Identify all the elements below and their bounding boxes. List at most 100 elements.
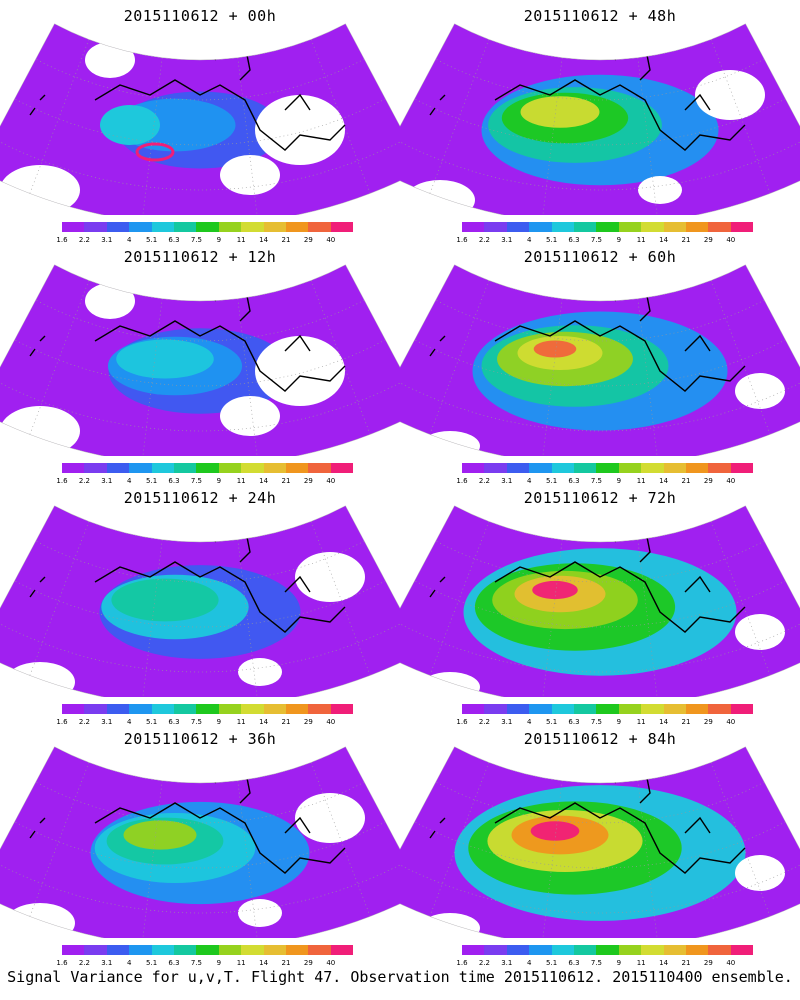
colorbar-swatch	[573, 463, 597, 473]
colorbar-label: 40	[326, 959, 336, 967]
colorbar-label: 5.1	[546, 959, 558, 967]
colorbar-swatch	[596, 463, 619, 473]
colorbar-swatch	[106, 704, 130, 714]
colorbar	[462, 463, 754, 473]
colorbar-swatch	[641, 945, 664, 955]
colorbar-labels: 1.6 2.2 3.1 4 5.1 6.3 7.5 9 11 14 21 29 40	[0, 477, 400, 487]
colorbar-label: 7.5	[590, 477, 602, 485]
panel-title: 2015110612 + 84h	[523, 730, 677, 748]
colorbar-swatch	[285, 704, 309, 714]
colorbar-label: 4	[126, 959, 132, 967]
colorbar-label: 5.1	[146, 718, 158, 726]
colorbar-label: 1.6	[456, 718, 468, 726]
colorbar-label: 11	[236, 959, 246, 967]
colorbar-swatch	[173, 945, 197, 955]
colorbar-label: 9	[616, 959, 622, 967]
colorbar-label: 4	[526, 477, 532, 485]
colorbar-swatch	[484, 463, 507, 473]
colorbar-swatch	[151, 222, 174, 232]
colorbar-label: 2.2	[78, 477, 90, 485]
variance-map	[0, 505, 400, 697]
colorbar-label: 40	[726, 959, 736, 967]
colorbar-label: 5.1	[546, 477, 558, 485]
colorbar-label: 5.1	[146, 236, 158, 244]
colorbar-swatch	[663, 222, 686, 232]
colorbar-labels: 1.6 2.2 3.1 4 5.1 6.3 7.5 9 11 14 21 29 40	[400, 718, 800, 728]
colorbar-swatch	[708, 222, 731, 232]
colorbar-label: 1.6	[56, 959, 68, 967]
colorbar-label: 4	[526, 236, 532, 244]
colorbar-swatch	[218, 704, 242, 714]
forecast-panel: 2015110612 + 36h 1.6 2.2 3.1 4 5.1 6.3 7.5 9 11 14…	[0, 723, 400, 973]
colorbar-swatch	[173, 704, 197, 714]
colorbar-label: 40	[726, 477, 736, 485]
colorbar-label: 14	[659, 236, 669, 244]
colorbar-swatch	[84, 463, 107, 473]
colorbar-label: 21	[681, 236, 691, 244]
colorbar-swatch	[506, 222, 530, 232]
colorbar-label: 14	[259, 236, 269, 244]
colorbar	[462, 945, 754, 955]
colorbar-label: 21	[281, 959, 291, 967]
colorbar-swatch	[84, 704, 107, 714]
colorbar-swatch	[462, 222, 485, 232]
colorbar-label: 14	[259, 477, 269, 485]
colorbar-swatch	[173, 222, 197, 232]
colorbar-label: 9	[616, 477, 622, 485]
colorbar-swatch	[129, 945, 152, 955]
colorbar-label: 11	[636, 718, 646, 726]
colorbar-swatch	[573, 945, 597, 955]
colorbar-label: 1.6	[456, 959, 468, 967]
colorbar-label: 7.5	[590, 236, 602, 244]
colorbar-swatch	[618, 704, 642, 714]
colorbar-label: 3.1	[101, 477, 113, 485]
colorbar-swatch	[596, 222, 619, 232]
colorbar-swatch	[241, 704, 264, 714]
colorbar-label: 14	[259, 718, 269, 726]
colorbar-swatch	[241, 945, 264, 955]
colorbar-label: 11	[636, 477, 646, 485]
colorbar-label: 29	[303, 959, 313, 967]
colorbar-swatch	[506, 704, 530, 714]
colorbar-swatch	[663, 463, 686, 473]
colorbar-label: 21	[681, 477, 691, 485]
colorbar-swatch	[462, 945, 485, 955]
colorbar-swatch	[529, 222, 552, 232]
colorbar-swatch	[573, 704, 597, 714]
colorbar-label: 11	[636, 959, 646, 967]
colorbar-swatch	[685, 222, 709, 232]
colorbar-label: 6.3	[568, 718, 580, 726]
colorbar-swatch	[308, 222, 331, 232]
colorbar-swatch	[62, 704, 85, 714]
colorbar-swatch	[151, 463, 174, 473]
colorbar-label: 11	[236, 718, 246, 726]
colorbar-swatch	[641, 463, 664, 473]
colorbar-label: 11	[236, 477, 246, 485]
colorbar-swatch	[106, 945, 130, 955]
colorbar-label: 2.2	[478, 959, 490, 967]
panel-title: 2015110612 + 48h	[523, 7, 677, 25]
colorbar-swatch	[285, 463, 309, 473]
colorbar-swatch	[330, 463, 354, 473]
colorbar-label: 9	[216, 718, 222, 726]
colorbar-swatch	[484, 704, 507, 714]
colorbar-swatch	[196, 945, 219, 955]
colorbar-swatch	[62, 945, 85, 955]
panel-title: 2015110612 + 24h	[123, 489, 277, 507]
colorbar-swatch	[196, 463, 219, 473]
colorbar-label: 4	[126, 718, 132, 726]
variance-map	[0, 264, 400, 456]
colorbar-swatch	[663, 945, 686, 955]
colorbar-swatch	[685, 463, 709, 473]
colorbar-label: 11	[636, 236, 646, 244]
colorbar-label: 9	[216, 959, 222, 967]
colorbar-label: 3.1	[501, 477, 513, 485]
colorbar-swatch	[241, 222, 264, 232]
colorbar-label: 4	[526, 959, 532, 967]
colorbar-swatch	[106, 222, 130, 232]
variance-map	[400, 264, 800, 456]
colorbar-label: 1.6	[56, 477, 68, 485]
forecast-panel: 2015110612 + 72h 1.6 2.2 3.1 4 5.1 6.3 7.5 9 11 14…	[400, 482, 800, 732]
colorbar-label: 6.3	[568, 959, 580, 967]
colorbar-swatch	[708, 945, 731, 955]
